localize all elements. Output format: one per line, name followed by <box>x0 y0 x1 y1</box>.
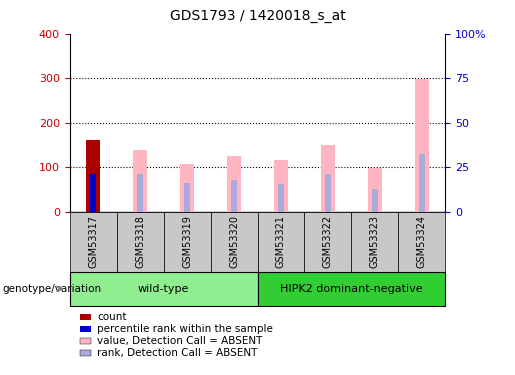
Bar <box>416 79 428 212</box>
Bar <box>304 212 352 272</box>
Bar <box>321 145 335 212</box>
Bar <box>90 174 96 212</box>
Bar <box>352 212 399 272</box>
Bar <box>180 164 194 212</box>
Bar <box>419 154 425 212</box>
Text: HIPK2 dominant-negative: HIPK2 dominant-negative <box>280 284 423 294</box>
Bar <box>325 174 331 212</box>
Bar <box>137 174 143 212</box>
Bar <box>184 183 190 212</box>
Bar <box>278 184 284 212</box>
Bar <box>228 156 241 212</box>
Bar <box>274 160 287 212</box>
Bar <box>372 189 378 212</box>
Bar <box>70 212 116 272</box>
Text: GDS1793 / 1420018_s_at: GDS1793 / 1420018_s_at <box>169 9 346 23</box>
Text: rank, Detection Call = ABSENT: rank, Detection Call = ABSENT <box>97 348 258 358</box>
Bar <box>399 212 445 272</box>
Text: GSM53319: GSM53319 <box>182 215 192 268</box>
Text: GSM53318: GSM53318 <box>135 215 145 268</box>
Bar <box>258 272 445 306</box>
Bar <box>211 212 258 272</box>
Bar <box>133 150 147 212</box>
Bar <box>231 180 237 212</box>
Text: wild-type: wild-type <box>138 284 189 294</box>
Bar <box>164 212 211 272</box>
Text: GSM53320: GSM53320 <box>229 215 239 268</box>
Bar <box>87 140 99 212</box>
Text: GSM53321: GSM53321 <box>276 215 286 268</box>
Bar <box>258 212 304 272</box>
Text: value, Detection Call = ABSENT: value, Detection Call = ABSENT <box>97 336 263 346</box>
Text: GSM53323: GSM53323 <box>370 215 380 268</box>
Text: GSM53324: GSM53324 <box>417 215 427 268</box>
Bar <box>116 212 164 272</box>
Text: genotype/variation: genotype/variation <box>3 284 101 294</box>
Bar <box>70 272 258 306</box>
Text: GSM53322: GSM53322 <box>323 215 333 268</box>
Text: count: count <box>97 312 127 322</box>
Text: GSM53317: GSM53317 <box>88 215 98 268</box>
Text: percentile rank within the sample: percentile rank within the sample <box>97 324 273 334</box>
Bar <box>368 168 382 212</box>
